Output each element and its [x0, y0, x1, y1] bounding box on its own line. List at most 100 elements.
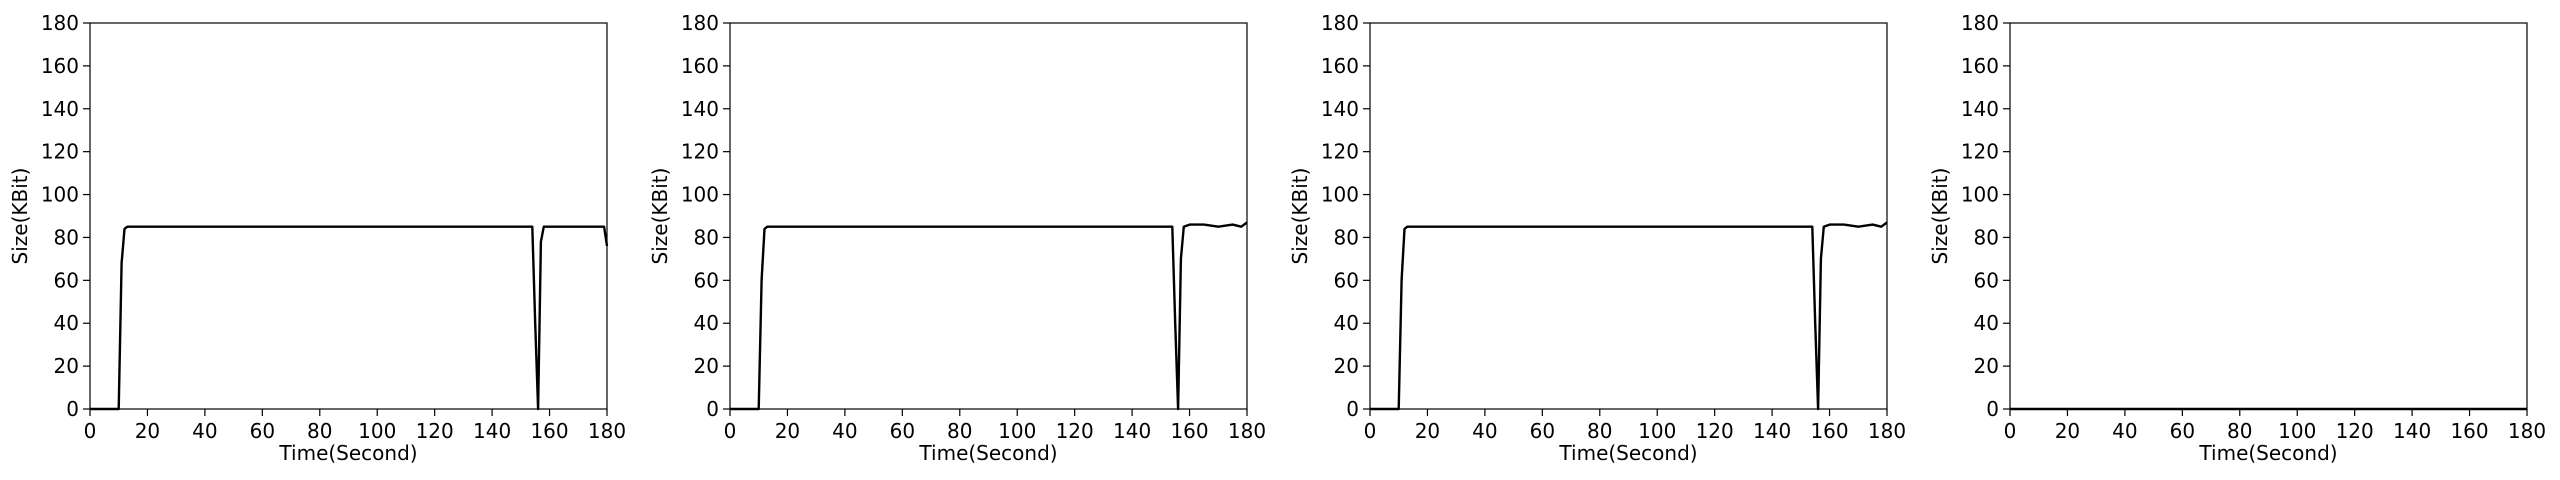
y-tick-label: 0: [706, 397, 719, 421]
y-tick-label: 100: [41, 183, 79, 207]
x-tick-label: 0: [2004, 419, 2017, 443]
x-tick-label: 100: [358, 419, 396, 443]
y-tick-label: 140: [1321, 97, 1359, 121]
plot-frame: [2009, 22, 2528, 410]
x-tick-label: 120: [1056, 419, 1094, 443]
x-tick-label: 20: [2055, 419, 2080, 443]
y-axis-label: Size(KBit): [648, 168, 672, 265]
x-tick-label: 120: [1696, 419, 1734, 443]
x-axis-label: Time(Second): [278, 441, 417, 465]
x-tick-label: 20: [135, 419, 160, 443]
x-tick-label: 160: [2450, 419, 2488, 443]
x-tick-label: 40: [832, 419, 857, 443]
y-tick-label: 40: [1334, 311, 1359, 335]
y-tick-label: 120: [1961, 140, 1999, 164]
x-tick-label: 20: [775, 419, 800, 443]
y-tick-label: 60: [694, 268, 719, 292]
y-tick-label: 100: [1321, 183, 1359, 207]
x-axis-label: Time(Second): [2198, 441, 2337, 465]
x-tick-label: 80: [947, 419, 972, 443]
series-line-1: [1370, 221, 1888, 411]
y-tick-label: 80: [1974, 225, 1999, 249]
x-tick-label: 140: [1113, 419, 1151, 443]
y-tick-label: 160: [41, 54, 79, 78]
chart-panel-2: 0 20 40 60 80 100 120 140 160 180 0 20 40 60 80 100 120 1…: [648, 11, 1266, 465]
x-tick-label: 80: [2227, 419, 2252, 443]
x-tick-label: 140: [473, 419, 511, 443]
x-tick-label: 80: [1587, 419, 1612, 443]
x-tick-label: 100: [2278, 419, 2316, 443]
y-tick-label: 140: [41, 97, 79, 121]
x-tick-label: 60: [250, 419, 275, 443]
y-tick-label: 0: [1986, 397, 1999, 421]
x-tick-label: 180: [1868, 419, 1906, 443]
y-tick-label: 160: [1321, 54, 1359, 78]
y-tick-label: 40: [694, 311, 719, 335]
series-line-1: [90, 225, 609, 411]
y-tick-label: 20: [694, 354, 719, 378]
x-tick-label: 160: [1810, 419, 1848, 443]
y-tick-label: 0: [66, 397, 79, 421]
y-tick-label: 120: [1321, 140, 1359, 164]
y-tick-label: 20: [1334, 354, 1359, 378]
plot-frame: [1369, 22, 1888, 410]
y-tick-label: 0: [1346, 397, 1359, 421]
y-tick-label: 60: [1334, 268, 1359, 292]
plot-frame: [729, 22, 1248, 410]
y-tick-label: 180: [1321, 11, 1359, 35]
y-tick-label: 80: [54, 225, 79, 249]
x-tick-label: 160: [1170, 419, 1208, 443]
y-tick-label: 20: [1974, 354, 1999, 378]
series-line-1: [730, 221, 1248, 411]
y-axis-label: Size(KBit): [1928, 168, 1952, 265]
y-tick-label: 180: [681, 11, 719, 35]
chart-panel-4: 0 20 40 60 80 100 120 140 160 180 0 20 40 60 80 100 120 1…: [1928, 11, 2546, 465]
y-axis-label: Size(KBit): [8, 168, 32, 265]
x-tick-label: 40: [1472, 419, 1497, 443]
x-tick-label: 120: [416, 419, 454, 443]
y-tick-label: 100: [1961, 183, 1999, 207]
y-tick-label: 40: [54, 311, 79, 335]
x-axis-label: Time(Second): [1558, 441, 1697, 465]
y-tick-label: 80: [694, 225, 719, 249]
x-tick-label: 180: [1228, 419, 1266, 443]
x-tick-label: 140: [1753, 419, 1791, 443]
x-tick-label: 180: [2508, 419, 2546, 443]
x-tick-label: 0: [1364, 419, 1377, 443]
y-tick-label: 160: [1961, 54, 1999, 78]
x-tick-label: 180: [588, 419, 626, 443]
x-tick-label: 0: [724, 419, 737, 443]
y-tick-label: 180: [41, 11, 79, 35]
y-tick-label: 20: [54, 354, 79, 378]
x-tick-label: 100: [1638, 419, 1676, 443]
x-tick-label: 40: [2112, 419, 2137, 443]
x-tick-label: 20: [1415, 419, 1440, 443]
y-tick-label: 100: [681, 183, 719, 207]
chart-panel-3: 0 20 40 60 80 100 120 140 160 180 0 20 40 60 80 100 120 1…: [1288, 11, 1906, 465]
y-tick-label: 140: [1961, 97, 1999, 121]
plot-frame: [89, 22, 608, 410]
x-tick-label: 40: [192, 419, 217, 443]
x-tick-label: 0: [84, 419, 97, 443]
x-tick-label: 160: [530, 419, 568, 443]
y-tick-label: 120: [41, 140, 79, 164]
y-tick-label: 140: [681, 97, 719, 121]
x-axis-label: Time(Second): [918, 441, 1057, 465]
x-tick-label: 100: [998, 419, 1036, 443]
y-tick-label: 160: [681, 54, 719, 78]
chart-panel-1: 0 20 40 60 80 100 120 140 160 180 0 20 40 60 80 100 120 1…: [8, 11, 626, 465]
y-tick-label: 180: [1961, 11, 1999, 35]
y-tick-label: 120: [681, 140, 719, 164]
x-tick-label: 80: [307, 419, 332, 443]
x-tick-label: 60: [890, 419, 915, 443]
y-tick-label: 60: [54, 268, 79, 292]
y-axis-label: Size(KBit): [1288, 168, 1312, 265]
x-tick-label: 120: [2336, 419, 2374, 443]
x-tick-label: 60: [1530, 419, 1555, 443]
x-tick-label: 140: [2393, 419, 2431, 443]
x-tick-label: 60: [2170, 419, 2195, 443]
y-tick-label: 40: [1974, 311, 1999, 335]
y-tick-label: 80: [1334, 225, 1359, 249]
y-tick-label: 60: [1974, 268, 1999, 292]
